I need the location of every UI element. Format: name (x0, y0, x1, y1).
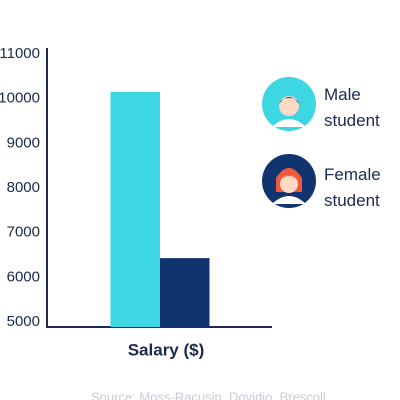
legend-icon (262, 77, 316, 208)
source: Source: Moss-Racusin, Dovidio, Brescoll (91, 389, 326, 400)
bar (160, 258, 210, 327)
legend-entry: Male student (324, 85, 380, 130)
y-tick-label: 11000 (0, 45, 40, 62)
y-tick-label: 10000 (0, 90, 40, 107)
x-tick-label: Salary ($) (128, 340, 205, 359)
y-tick-label: 5000 (7, 313, 40, 330)
bar (110, 91, 160, 327)
y-tick-label: 7000 (7, 224, 40, 241)
y-tick-label: 9000 (7, 134, 40, 151)
y-tick-label: 8000 (7, 179, 40, 196)
legend-entry: Female student (324, 165, 381, 210)
y-tick-label: 6000 (7, 268, 40, 285)
